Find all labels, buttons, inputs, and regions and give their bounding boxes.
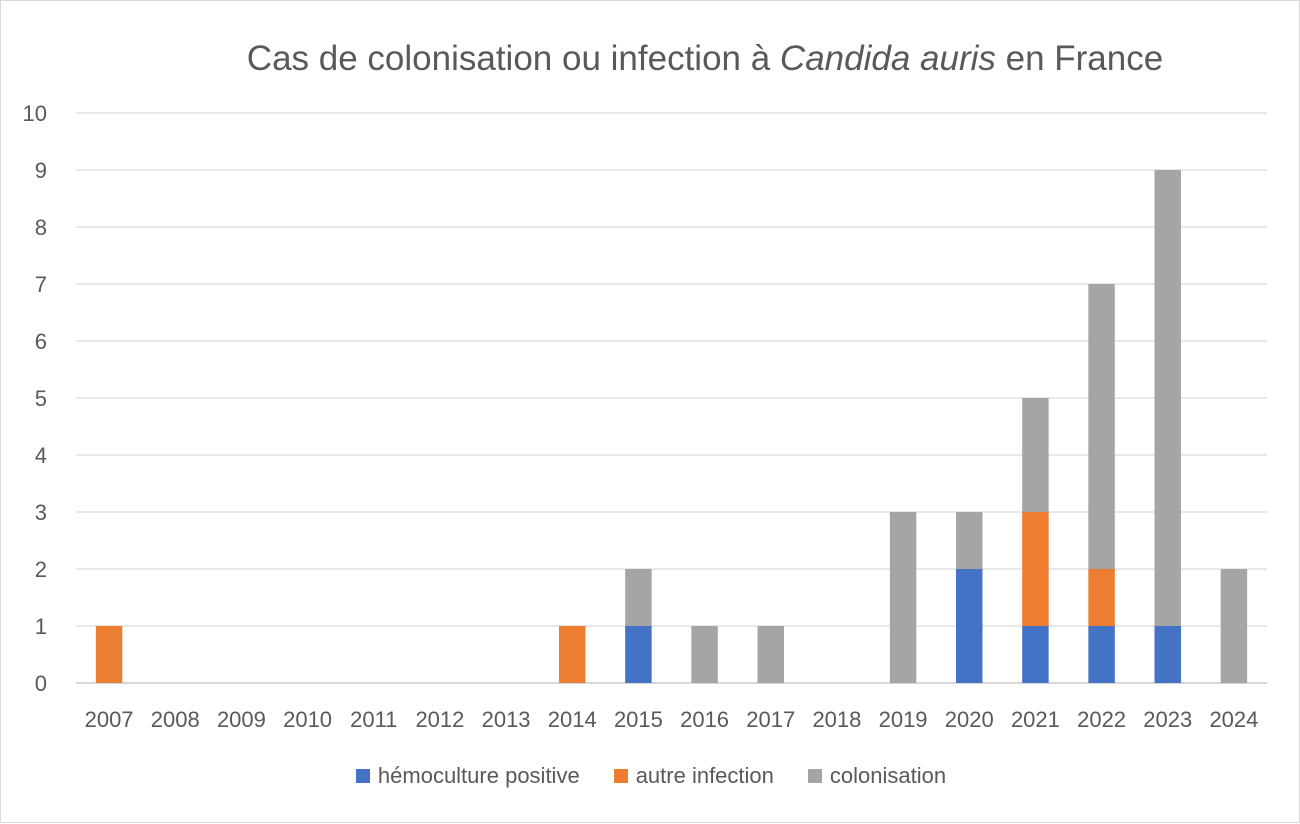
bar-2021-series-2 — [1022, 512, 1049, 626]
x-tick-label: 2020 — [945, 707, 994, 732]
bar-2020-series-1 — [956, 569, 983, 683]
x-tick-label: 2009 — [217, 707, 266, 732]
x-tick-label: 2013 — [482, 707, 531, 732]
bar-2007-series-2 — [95, 626, 123, 683]
bar-2014-series-2 — [559, 626, 586, 683]
bar-2015-series-1 — [625, 626, 652, 683]
x-tick-label: 2023 — [1143, 707, 1192, 732]
y-tick-label: 4 — [35, 443, 47, 468]
x-tick-label: 2007 — [85, 707, 134, 732]
bar-2020-series-3 — [956, 512, 983, 569]
x-tick-label: 2015 — [614, 707, 663, 732]
bar-2019-series-3 — [889, 512, 917, 683]
bar-2021-series-1 — [1022, 626, 1049, 683]
y-tick-label: 2 — [35, 557, 47, 582]
x-tick-label: 2016 — [680, 707, 729, 732]
x-tick-label: 2019 — [879, 707, 928, 732]
x-tick-label: 2022 — [1077, 707, 1126, 732]
legend-swatch — [807, 769, 822, 783]
x-tick-label: 2012 — [415, 707, 464, 732]
legend-swatch — [355, 769, 370, 783]
bar-2017-series-3 — [757, 626, 784, 683]
chart-title-species: Candida auris — [779, 39, 996, 78]
y-tick-label: 0 — [35, 671, 47, 696]
y-tick-label: 1 — [35, 614, 47, 639]
x-tick-label: 2014 — [548, 707, 597, 732]
chart-title: Cas de colonisation ou infection à Candi… — [1, 39, 1300, 79]
gridlines — [76, 112, 1267, 684]
x-tick-label: 2008 — [151, 707, 200, 732]
bar-2015-series-3 — [625, 569, 652, 626]
bar-2023-series-1 — [1154, 626, 1181, 683]
bar-2016-series-3 — [691, 626, 718, 683]
bars — [95, 170, 1248, 683]
bar-2022-series-1 — [1088, 626, 1115, 683]
legend-label: autre infection — [635, 763, 774, 788]
bar-2022-series-2 — [1088, 569, 1115, 626]
y-tick-label: 7 — [35, 272, 47, 297]
y-tick-label: 10 — [23, 101, 47, 126]
legend-item: colonisation — [807, 763, 947, 789]
legend-label: hémoculture positive — [377, 763, 580, 788]
y-tick-label: 5 — [35, 386, 47, 411]
legend-swatch — [613, 769, 628, 783]
bar-2023-series-3 — [1154, 170, 1181, 626]
chart-title-prefix: Cas de colonisation ou infection à — [246, 39, 780, 78]
bar-2024-series-3 — [1220, 569, 1248, 683]
x-tick-label: 2017 — [746, 707, 795, 732]
bar-2022-series-3 — [1088, 284, 1115, 569]
y-tick-label: 3 — [35, 500, 47, 525]
y-tick-label: 9 — [35, 158, 47, 183]
y-tick-label: 8 — [35, 215, 47, 240]
legend-label: colonisation — [829, 763, 947, 788]
x-tick-label: 2021 — [1011, 707, 1060, 732]
x-tick-label: 2011 — [350, 707, 397, 732]
axes: 0 1 2 3 4 5 6 7 8 9 10 2007 2008 2009 2010 2011 2012 2013… — [23, 101, 1259, 732]
y-tick-label: 6 — [35, 329, 47, 354]
x-tick-label: 2024 — [1209, 707, 1258, 732]
legend: hémoculture positive autre infection colon… — [1, 763, 1300, 789]
x-tick-label: 2018 — [812, 707, 861, 732]
chart-title-suffix: en France — [995, 39, 1164, 78]
legend-item: autre infection — [613, 763, 774, 789]
x-tick-label: 2010 — [283, 707, 332, 732]
legend-item: hémoculture positive — [355, 763, 580, 789]
bar-2021-series-3 — [1022, 398, 1049, 512]
